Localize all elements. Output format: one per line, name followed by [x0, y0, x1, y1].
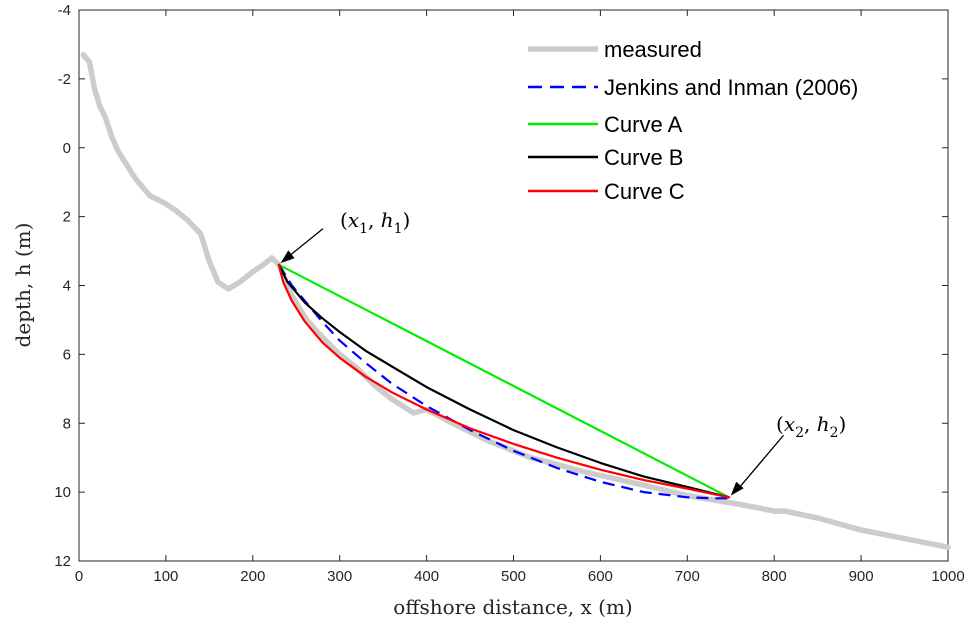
- legend-label: Curve C: [604, 179, 685, 204]
- axis-ticks: 0 100 200 300 400 500 600 700 800 900 1000 -4 -2 0 2 4 6…: [54, 2, 964, 585]
- series-line-measured: [80, 52, 951, 550]
- legend: measured Jenkins and Inman (2006) Curve A C…: [528, 37, 858, 204]
- x-tick-label: 100: [153, 568, 178, 585]
- y-tick-label: -4: [58, 2, 71, 19]
- annotation-x2-h2: (x2, h2): [776, 412, 846, 441]
- x-tick-label: 1000: [931, 568, 964, 585]
- y-tick-label: 4: [63, 278, 71, 295]
- x-tick-label: 600: [588, 568, 613, 585]
- y-tick-label: 2: [63, 209, 71, 226]
- annotation-arrow-line: [736, 434, 785, 491]
- y-tick-label: -2: [58, 71, 71, 88]
- x-tick-label: 700: [675, 568, 700, 585]
- y-tick-label: 12: [54, 553, 71, 570]
- series-line-curve-b: [277, 263, 731, 499]
- x-axis-label: offshore distance, x (m): [393, 595, 632, 619]
- x-tick-label: 300: [327, 568, 352, 585]
- x-tick-label: 200: [240, 568, 265, 585]
- legend-label: Curve B: [604, 145, 683, 170]
- y-tick-label: 10: [54, 484, 71, 501]
- x-tick-label: 800: [762, 568, 787, 585]
- legend-label: measured: [604, 37, 702, 62]
- y-tick-label: 0: [63, 140, 71, 157]
- annotation-arrow-line: [286, 228, 324, 259]
- y-tick-label: 6: [63, 346, 71, 363]
- x-tick-label: 0: [75, 568, 83, 585]
- x-tick-label: 900: [849, 568, 874, 585]
- annotation-arrowhead: [280, 250, 295, 264]
- annotation-arrowhead: [730, 481, 744, 496]
- series-line-curve-a: [277, 263, 731, 499]
- legend-label: Jenkins and Inman (2006): [604, 75, 858, 100]
- series-line-curve-c: [277, 263, 731, 499]
- series-layer: [80, 52, 951, 550]
- legend-label: Curve A: [604, 112, 683, 137]
- y-tick-label: 8: [63, 415, 71, 432]
- x-tick-label: 400: [414, 568, 439, 585]
- y-axis-label: depth, h (m): [11, 223, 35, 348]
- annotation-layer: (x1, h1) (x2, h2): [280, 208, 846, 496]
- annotation-x1-h1: (x1, h1): [340, 208, 410, 237]
- x-tick-label: 500: [501, 568, 526, 585]
